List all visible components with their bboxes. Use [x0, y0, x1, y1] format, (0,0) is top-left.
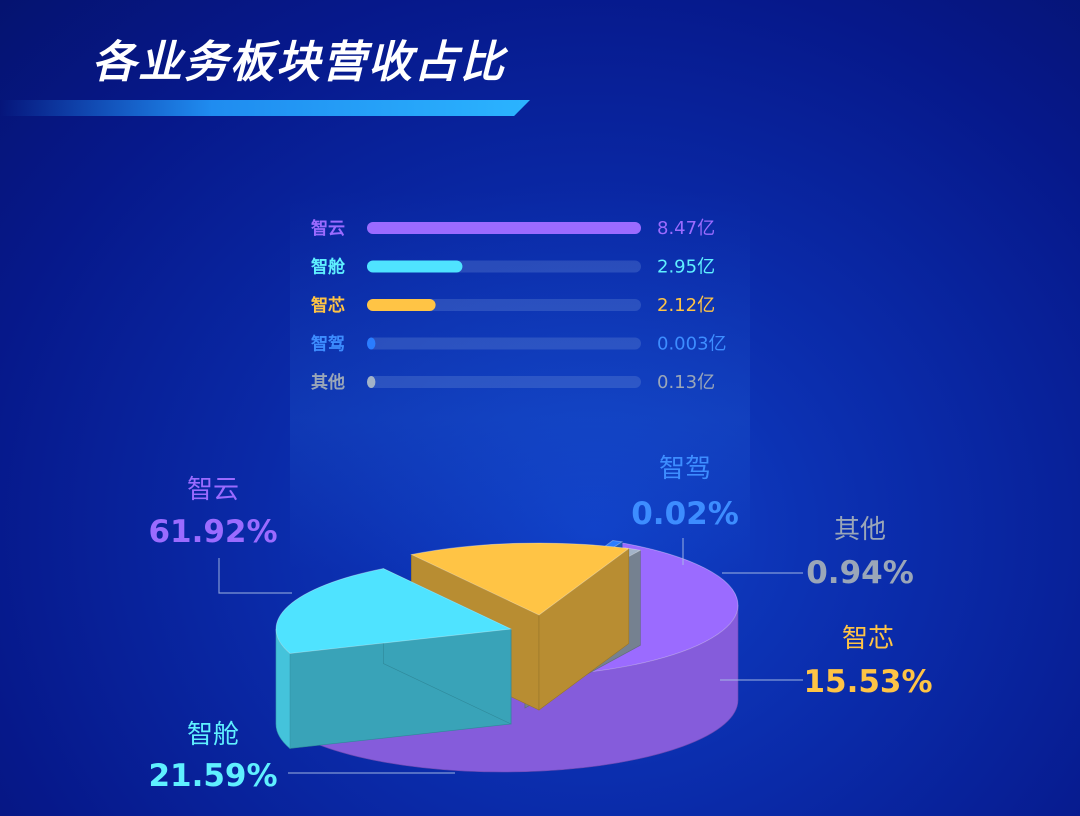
pie-percent-zhicang: 21.59% — [148, 758, 277, 794]
bar-fill-zhijia — [367, 337, 376, 350]
pie-slice-zhicang — [275, 568, 513, 750]
bar-track-qita — [367, 376, 641, 388]
bar-label-zhicang: 智舱 — [311, 257, 346, 278]
page-title: 各业务板块营收占比 — [92, 37, 506, 88]
pie-label-zhicang: 智舱 — [187, 720, 239, 750]
background-glow — [290, 190, 750, 570]
pie-percent-qita: 0.94% — [806, 555, 914, 591]
pie-percent-zhiyun: 61.92% — [148, 514, 277, 550]
bar-value-zhicang: 2.95亿 — [657, 257, 715, 278]
bar-label-zhijia: 智驾 — [311, 334, 345, 355]
bar-value-zhiyun: 8.47亿 — [657, 218, 715, 239]
bar-fill-zhicang — [367, 260, 463, 273]
bar-fill-zhiyun — [367, 222, 641, 234]
bar-fill-qita — [367, 376, 376, 388]
pie-percent-zhijia: 0.02% — [631, 496, 739, 532]
leader-line-zhiyun — [218, 558, 292, 594]
title-underline — [0, 100, 530, 116]
bar-value-zhijia: 0.003亿 — [657, 334, 727, 355]
bar-value-zhixin: 2.12亿 — [657, 295, 715, 316]
pie-label-zhiyun: 智云 — [187, 475, 239, 505]
bar-track-zhijia — [367, 337, 641, 350]
bar-label-zhixin: 智芯 — [311, 295, 345, 316]
pie-percent-zhixin: 15.53% — [803, 664, 932, 700]
pie-label-qita: 其他 — [834, 515, 886, 545]
pie-label-zhixin: 智芯 — [842, 624, 894, 654]
pie-label-zhijia: 智驾 — [659, 454, 711, 484]
bar-track-zhixin — [367, 299, 641, 311]
bar-label-zhiyun: 智云 — [311, 218, 345, 239]
bar-fill-zhixin — [367, 299, 436, 311]
bar-label-qita: 其他 — [311, 372, 345, 393]
bar-value-qita: 0.13亿 — [657, 372, 715, 393]
